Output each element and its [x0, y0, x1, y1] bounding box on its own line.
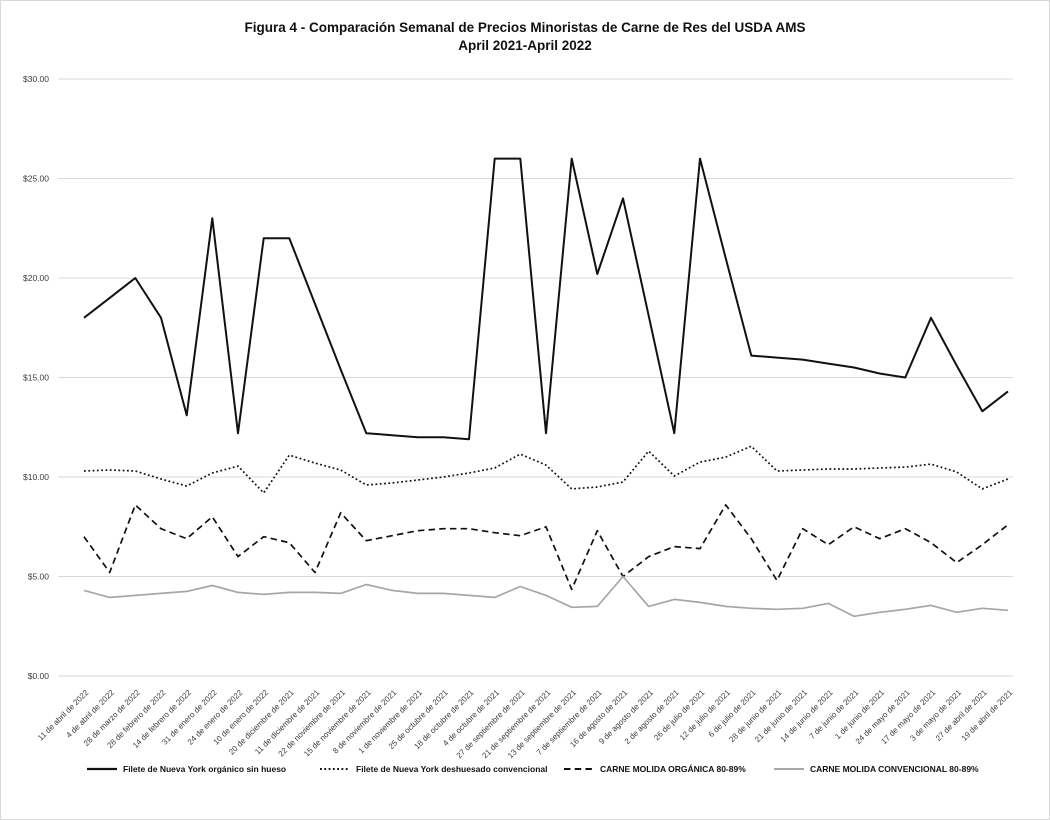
solid-gray-line-icon: [774, 768, 804, 770]
legend-item-filete-convencional: Filete de Nueva York deshuesado convenci…: [319, 762, 547, 776]
y-tick-label: $25.00: [23, 174, 49, 184]
dotted-line-icon: [320, 768, 350, 770]
legend-label: Filete de Nueva York orgánico sin hueso: [123, 764, 287, 774]
y-tick-label: $0.00: [28, 671, 50, 681]
y-axis-labels: $0.00 $5.00 $10.00 $15.00 $20.00 $25.00 $30.00: [23, 74, 49, 681]
chart-title: Figura 4 - Comparación Semanal de Precio…: [1, 19, 1049, 55]
series-line-0: [83, 157, 1009, 441]
legend-label: Filete de Nueva York deshuesado convenci…: [356, 764, 548, 774]
legend-item-molida-organica: CARNE MOLIDA ORGÁNICA 80-89%: [563, 762, 746, 776]
y-tick-label: $20.00: [23, 273, 49, 283]
y-tick-label: $5.00: [28, 572, 50, 582]
y-tick-label: $10.00: [23, 472, 49, 482]
series-line-1: [83, 445, 1009, 494]
legend-item-molida-convencional: CARNE MOLIDA CONVENCIONAL 80-89%: [773, 762, 979, 776]
gridlines: [58, 78, 1013, 677]
solid-black-line-icon: [87, 767, 117, 771]
y-tick-label: $30.00: [23, 74, 49, 84]
series-line-2: [83, 504, 1009, 591]
chart-title-line1: Figura 4 - Comparación Semanal de Precio…: [244, 20, 806, 35]
legend-item-filete-organico: Filete de Nueva York orgánico sin hueso: [86, 762, 286, 776]
chart-title-line2: April 2021-April 2022: [458, 38, 592, 54]
legend-label: CARNE MOLIDA ORGÁNICA 80-89%: [600, 764, 746, 774]
series-line-3: [83, 575, 1009, 618]
y-tick-label: $15.00: [23, 373, 49, 383]
legend-label: CARNE MOLIDA CONVENCIONAL 80-89%: [810, 764, 979, 774]
dashed-line-icon: [564, 768, 594, 770]
